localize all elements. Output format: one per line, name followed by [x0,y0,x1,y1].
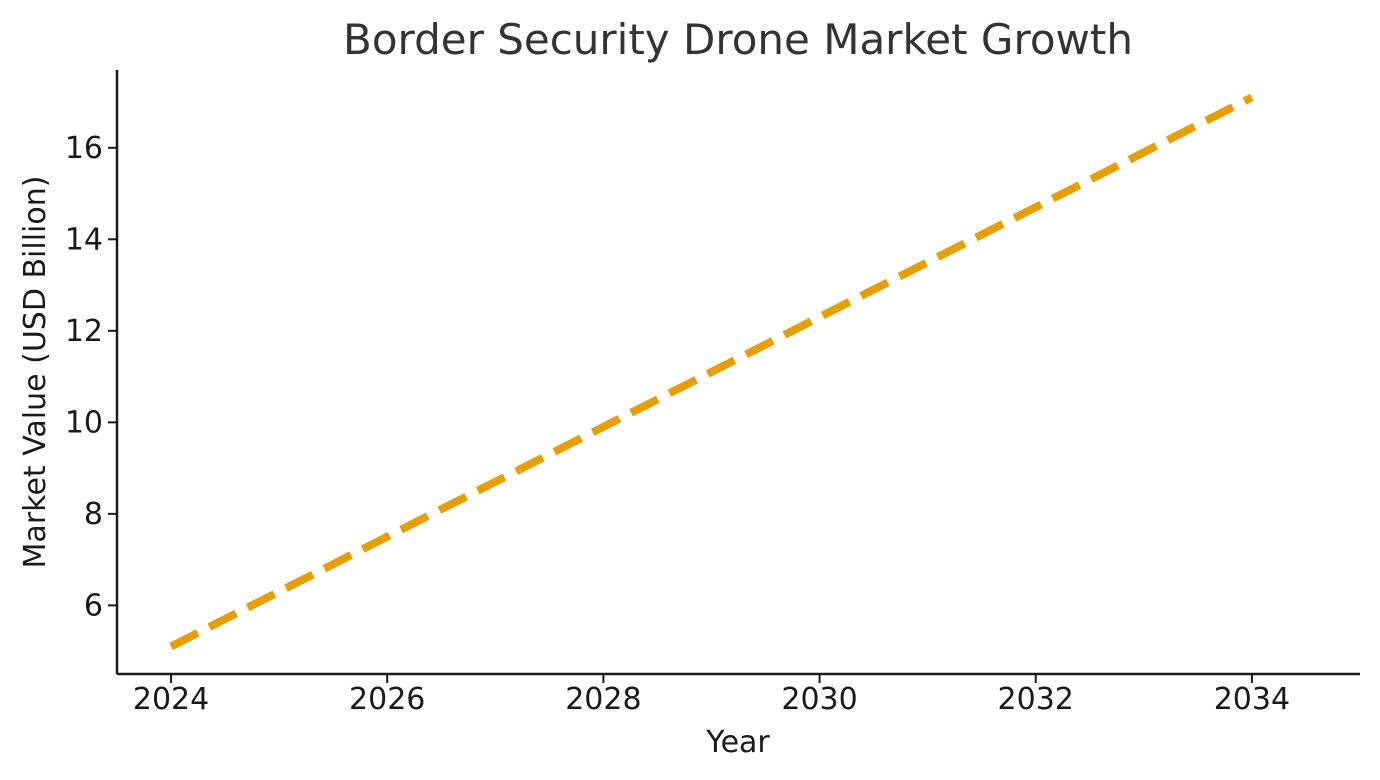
y-tick-label: 14 [65,222,103,257]
series-line [169,93,1254,651]
series-layer [169,93,1254,651]
plot-area: 2024 2026 2028 2030 2032 2034 6 8 10 12 14 16 [65,70,1360,717]
x-tick-label: 2024 [133,682,209,717]
y-tick-label: 12 [65,314,103,349]
x-tick-label: 2026 [349,682,425,717]
y-tick-label: 10 [65,405,103,440]
y-tick-label: 16 [65,131,103,166]
x-tick-label: 2030 [781,682,857,717]
x-tick-label: 2032 [998,682,1074,717]
chart-title: Border Security Drone Market Growth [343,15,1133,64]
x-tick-label: 2028 [565,682,641,717]
x-tick-label: 2034 [1214,682,1290,717]
y-ticks: 6 8 10 12 14 16 [65,131,117,623]
x-ticks: 2024 2026 2028 2030 2032 2034 [133,674,1290,717]
y-tick-label: 6 [84,588,103,623]
y-tick-label: 8 [84,497,103,532]
x-axis-label: Year [705,725,770,760]
y-axis-label: Market Value (USD Billion) [18,176,53,569]
